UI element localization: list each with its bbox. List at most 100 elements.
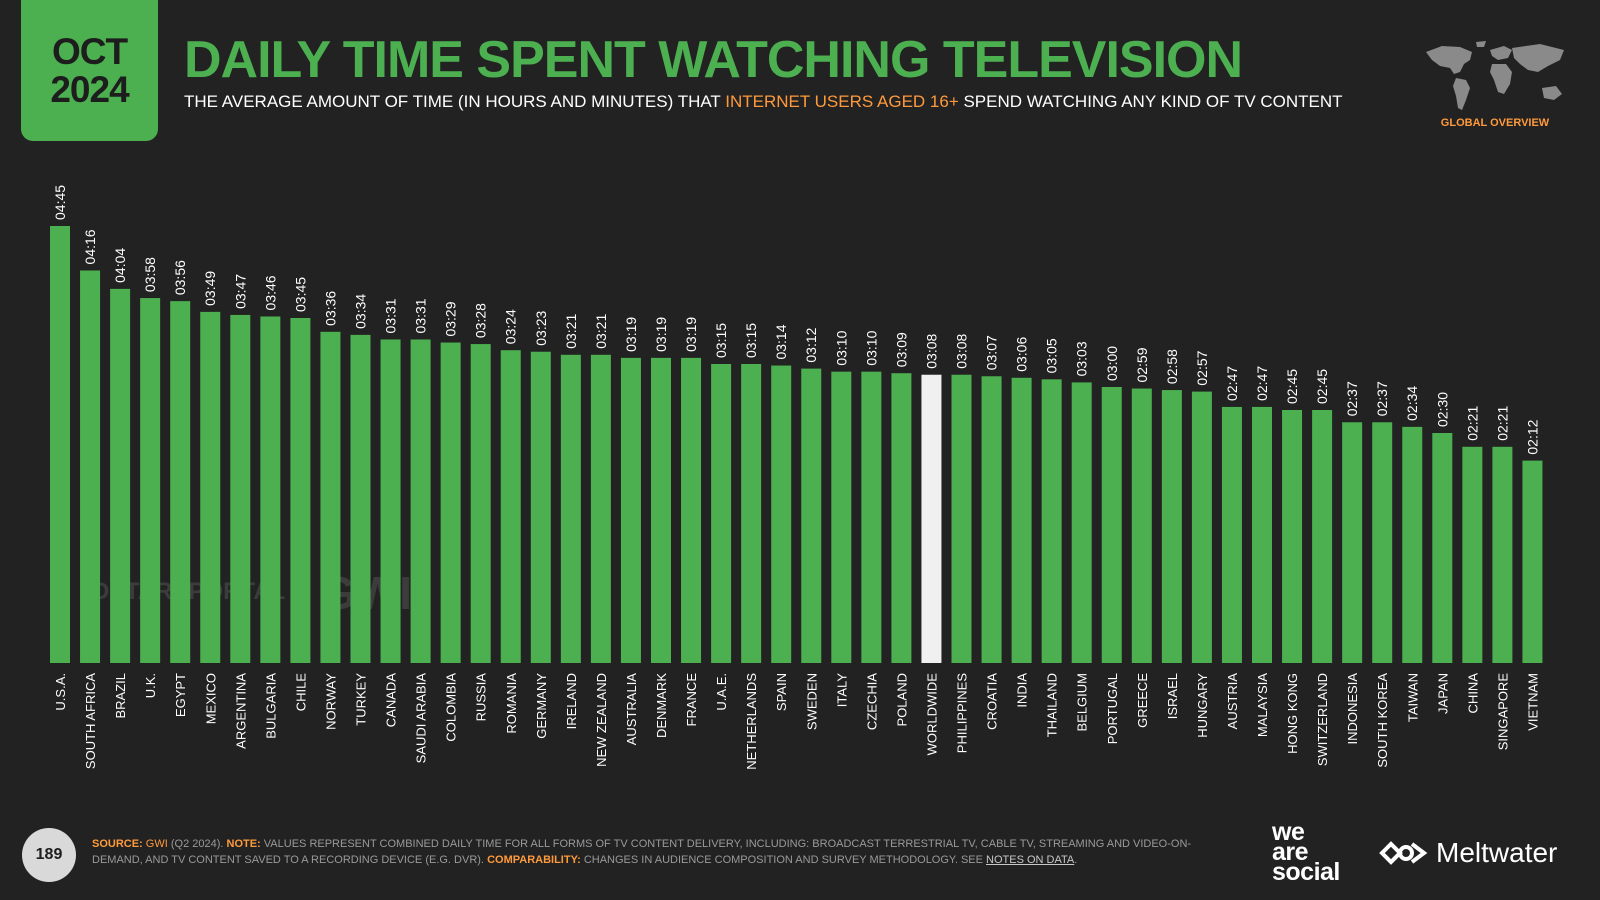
category-label: AUSTRALIA [624, 673, 639, 746]
logo-we: we [1272, 818, 1305, 846]
value-label: 02:21 [1464, 406, 1480, 441]
value-label: 02:59 [1134, 347, 1150, 382]
category-label: EGYPT [173, 673, 188, 717]
region-label: GLOBAL OVERVIEW [1440, 117, 1550, 129]
bar-norway [320, 331, 341, 663]
meltwater-logo: Meltwater [1378, 837, 1557, 869]
value-label: 02:57 [1194, 350, 1210, 385]
comparability-text: CHANGES IN AUDIENCE COMPOSITION AND SURV… [580, 854, 987, 866]
value-label: 03:14 [773, 324, 789, 359]
value-label: 03:34 [353, 294, 369, 329]
bar-mexico [200, 311, 221, 663]
bar-greece [1131, 388, 1152, 663]
value-label: 03:06 [1014, 337, 1030, 372]
page-title: DAILY TIME SPENT WATCHING TELEVISION [184, 31, 1243, 89]
bar-china [1462, 446, 1483, 663]
badge-year: 2024 [50, 68, 129, 110]
category-label: VIETNAM [1525, 673, 1540, 731]
value-label: 03:24 [503, 309, 519, 344]
category-label: SINGAPORE [1495, 673, 1510, 751]
value-label: 03:09 [893, 332, 909, 367]
category-label: SOUTH KOREA [1375, 673, 1390, 768]
value-label: 03:07 [984, 335, 1000, 370]
value-label: 03:46 [262, 275, 278, 310]
bar-spain [771, 365, 792, 663]
note-label: NOTE: [226, 838, 261, 850]
bar-germany [530, 351, 551, 663]
bar-worldwide [921, 374, 942, 663]
category-label: JAPAN [1435, 673, 1450, 714]
category-label: ARGENTINA [233, 673, 248, 749]
bar-israel [1161, 390, 1182, 663]
subtitle-highlight: INTERNET USERS AGED 16+ [725, 92, 959, 111]
logo-are: are [1272, 838, 1309, 866]
bar-denmark [651, 357, 671, 663]
category-label: MALAYSIA [1255, 673, 1270, 737]
category-label: SWITZERLAND [1315, 673, 1330, 766]
value-label: 03:10 [863, 330, 879, 365]
footnote: SOURCE: GWI (Q2 2024). NOTE: VALUES REPR… [92, 836, 1212, 868]
value-label: 04:04 [112, 248, 128, 283]
value-label: 03:19 [653, 317, 669, 352]
value-label: 02:37 [1344, 381, 1360, 416]
value-label: 02:34 [1404, 386, 1420, 421]
bar-croatia [981, 376, 1002, 663]
bar-indonesia [1342, 422, 1363, 663]
source-label: SOURCE: [92, 838, 143, 850]
value-label: 03:00 [1104, 346, 1120, 381]
value-label: 03:08 [954, 333, 970, 368]
value-label: 03:45 [292, 277, 308, 312]
category-label: U.S.A. [53, 673, 68, 711]
category-label: SOUTH AFRICA [83, 673, 98, 769]
category-label: DENMARK [654, 673, 669, 738]
bar-russia [470, 344, 491, 663]
source-link[interactable]: GWI [145, 838, 168, 850]
value-label: 02:47 [1224, 366, 1240, 401]
category-label: CROATIA [985, 673, 1000, 730]
value-label: 03:47 [232, 274, 248, 309]
bar-south-korea [1372, 422, 1393, 663]
bar-u-a-e- [711, 364, 732, 663]
value-label: 04:45 [52, 185, 68, 220]
category-label: GERMANY [534, 673, 549, 739]
page-number: 189 [22, 828, 76, 882]
value-label: 02:45 [1284, 369, 1300, 404]
category-label: GREECE [1135, 673, 1150, 728]
category-label: AUSTRIA [1225, 673, 1240, 730]
bar-czechia [861, 371, 882, 663]
bar-portugal [1101, 387, 1122, 663]
badge-month: OCT [51, 30, 128, 72]
category-label: BRAZIL [113, 673, 128, 719]
bar-ireland [560, 354, 581, 663]
comparability-label: COMPARABILITY: [487, 854, 581, 866]
value-label: 02:47 [1254, 366, 1270, 401]
bar-singapore [1492, 446, 1513, 663]
category-label: TAIWAN [1405, 673, 1420, 722]
bar-u-s-a- [50, 226, 70, 663]
bar-brazil [110, 288, 131, 663]
bar-saudi-arabia [410, 339, 431, 663]
bar-france [681, 357, 702, 663]
world-map-icon [1426, 41, 1564, 110]
category-label: TURKEY [354, 673, 369, 726]
page-subtitle: THE AVERAGE AMOUNT OF TIME (IN HOURS AND… [184, 92, 1343, 112]
category-label: RUSSIA [474, 673, 489, 722]
subtitle-post: SPEND WATCHING ANY KIND OF TV CONTENT [958, 92, 1343, 111]
category-label: U.K. [143, 673, 158, 698]
category-label: NORWAY [323, 673, 338, 730]
value-label: 03:29 [443, 301, 459, 336]
category-label: ISRAEL [1165, 673, 1180, 719]
bar-new-zealand [590, 354, 611, 663]
notes-on-data-link[interactable]: NOTES ON DATA [986, 854, 1075, 866]
value-label: 03:36 [322, 291, 338, 326]
meltwater-mark-icon [1379, 841, 1428, 865]
category-label: ITALY [834, 673, 849, 708]
value-label: 02:45 [1314, 369, 1330, 404]
category-label: CHILE [293, 673, 308, 712]
value-label: 02:37 [1374, 381, 1390, 416]
category-label: NEW ZEALAND [594, 673, 609, 767]
bar-australia [620, 357, 641, 663]
we-are-social-logo: we are social [1272, 818, 1340, 885]
category-label: HONG KONG [1285, 673, 1300, 754]
value-label: 03:31 [413, 298, 429, 333]
